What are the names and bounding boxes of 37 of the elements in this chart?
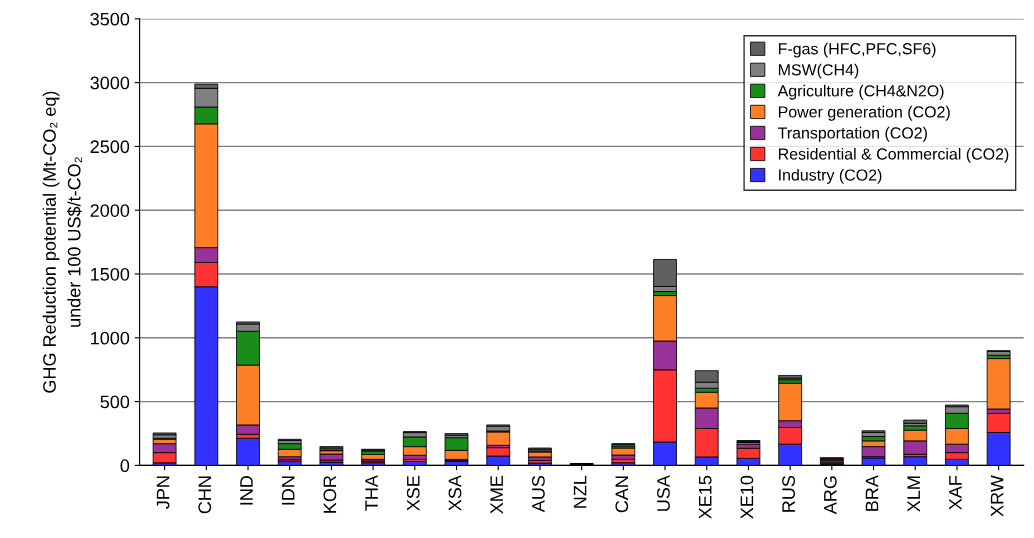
- legend-label: MSW(CH4): [778, 63, 859, 79]
- x-tick-label: ARG: [823, 476, 837, 515]
- x-tick-label: USA: [657, 475, 670, 511]
- x-tick-label: XE15: [698, 475, 712, 519]
- y-tick-label: 1000: [91, 331, 130, 345]
- legend-label: Industry (CO2): [779, 168, 882, 184]
- x-tick-label: AUS: [531, 475, 545, 513]
- y-tick-label: 500: [100, 395, 130, 409]
- x-tick-label: XE10: [740, 475, 754, 519]
- legend-label: Power generation (CO2): [778, 105, 950, 121]
- legend-label: F-gas (HFC,PFC,SF6): [778, 42, 936, 58]
- y-tick-label: 0: [120, 459, 130, 473]
- y-tick-label: 1500: [91, 267, 130, 281]
- x-tick-label: IDN: [281, 476, 295, 505]
- x-tick-label: IND: [240, 475, 253, 505]
- x-tick-label: JPN: [156, 476, 170, 509]
- x-tick-label: CHN: [198, 476, 212, 514]
- legend-label: Residential & Commercial (CO2): [778, 147, 1009, 163]
- x-tick-label: XAF: [949, 475, 962, 510]
- y-tick-label: 3500: [90, 12, 130, 26]
- y-tick-label: 3000: [90, 76, 130, 90]
- x-tick-label: XSA: [448, 475, 462, 511]
- x-tick-label: XLM: [907, 476, 920, 512]
- x-tick-label: BRA: [865, 475, 879, 511]
- x-tick-label: KOR: [323, 475, 337, 513]
- y-tick-label: 2500: [90, 140, 130, 154]
- legend-label: Transportation (CO2): [777, 126, 927, 142]
- y-axis-title: GHG Reduction potential (Mt-CO₂ eq) under 100 US$/t-CO₂: [42, 91, 82, 393]
- x-tick-label: CAN: [615, 476, 629, 513]
- x-tick-label: XRW: [990, 475, 1004, 517]
- x-tick-label: NZL: [573, 475, 587, 508]
- x-tick-label: XME: [490, 475, 503, 514]
- y-tick-label: 2000: [90, 204, 130, 217]
- x-tick-label: RUS: [782, 475, 795, 512]
- legend-label: Agriculture (CH4&N2O): [777, 84, 944, 100]
- x-tick-label: THA: [365, 475, 378, 511]
- x-tick-label: XSE: [406, 475, 420, 511]
